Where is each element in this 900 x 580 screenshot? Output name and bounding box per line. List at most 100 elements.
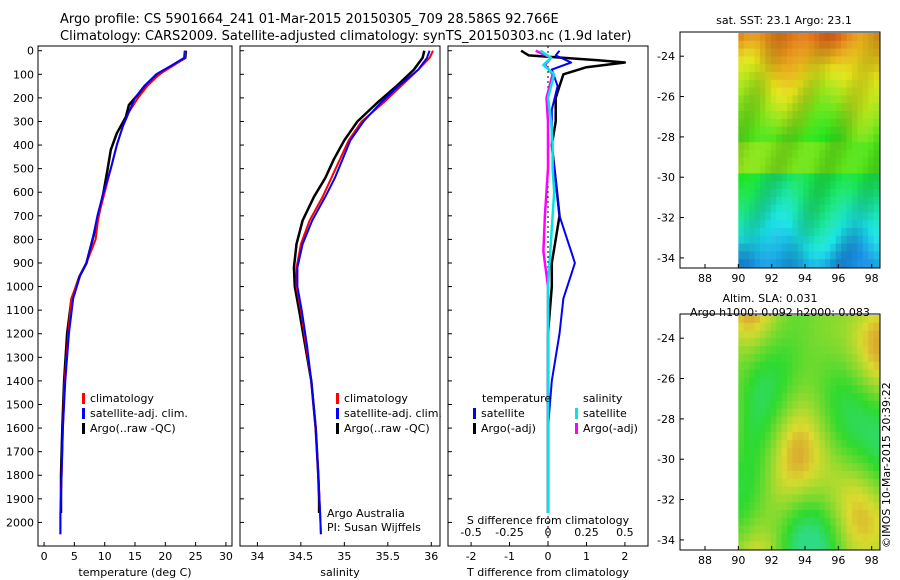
map-cell xyxy=(754,111,761,120)
map-cell xyxy=(873,338,880,347)
map-cell xyxy=(743,196,750,206)
map-cell xyxy=(765,330,772,339)
map-cell xyxy=(868,251,875,260)
x-tick-label: 10 xyxy=(98,550,112,563)
map-cell xyxy=(797,369,804,378)
map-cell xyxy=(873,315,880,324)
map-cell xyxy=(781,541,788,550)
map-cell xyxy=(824,393,831,402)
map-cell xyxy=(738,361,745,371)
map-cell xyxy=(743,361,750,371)
map-cell xyxy=(846,338,853,347)
map-cell xyxy=(830,64,837,73)
map-cell xyxy=(803,330,810,339)
map-cell xyxy=(819,40,826,50)
map-cell xyxy=(873,72,880,81)
map-cell xyxy=(830,408,837,417)
map-cell xyxy=(743,204,750,213)
map-cell xyxy=(862,40,869,50)
map-cell xyxy=(814,322,821,332)
map-cell xyxy=(803,64,810,73)
map-cell xyxy=(857,111,864,120)
map-cell xyxy=(738,48,745,57)
map-cell xyxy=(868,393,875,402)
map-cell xyxy=(765,525,772,534)
map-cell xyxy=(754,33,761,42)
map-cell xyxy=(781,118,788,128)
map-cell xyxy=(803,338,810,347)
map-cell xyxy=(851,235,858,245)
map-cell xyxy=(835,400,842,410)
map-cell xyxy=(862,385,869,394)
map-cell xyxy=(851,72,858,81)
map-cell xyxy=(841,220,848,229)
map-cell xyxy=(868,494,875,503)
map-cell xyxy=(857,400,864,410)
map-cell xyxy=(835,486,842,495)
map-cell xyxy=(803,432,810,441)
map-cell xyxy=(797,150,804,159)
map-cell xyxy=(835,330,842,339)
map-cell xyxy=(759,64,766,73)
map-cell xyxy=(754,165,761,174)
map-cell xyxy=(846,196,853,206)
map-cell xyxy=(781,87,788,96)
map-cell xyxy=(808,204,815,213)
map-cell xyxy=(754,330,761,339)
map-cell xyxy=(814,173,821,182)
map-cell xyxy=(797,486,804,495)
map-1-frame xyxy=(679,313,881,551)
s-diff-tick-label: -0.25 xyxy=(495,526,523,539)
map-cell xyxy=(841,150,848,159)
map-cell xyxy=(803,346,810,355)
map-cell xyxy=(873,259,880,268)
map-cell xyxy=(814,361,821,371)
map-cell xyxy=(846,118,853,128)
map-cell xyxy=(743,463,750,472)
map-cell xyxy=(738,330,745,339)
argo-temperature-diff-line xyxy=(520,49,627,513)
map-cell xyxy=(797,338,804,347)
map-cell xyxy=(759,150,766,159)
map-cell xyxy=(787,165,794,174)
map-cell xyxy=(781,377,788,386)
map-cell xyxy=(873,408,880,417)
map-cell xyxy=(814,79,821,89)
map-cell xyxy=(835,56,842,65)
map-cell xyxy=(765,126,772,135)
map-cell xyxy=(846,40,853,50)
map-cell xyxy=(781,142,788,151)
map-cell xyxy=(824,416,831,425)
map-cell xyxy=(754,455,761,464)
map-cell xyxy=(846,111,853,120)
map-cell xyxy=(846,220,853,229)
map-cell xyxy=(808,486,815,495)
map-cell xyxy=(868,87,875,96)
map-cell xyxy=(830,251,837,260)
map-cell xyxy=(862,517,869,527)
map-cell xyxy=(765,354,772,363)
map-cell xyxy=(754,150,761,159)
map-cell xyxy=(803,315,810,324)
s-diff-axis-label: S difference from climatology xyxy=(467,514,630,527)
map-cell xyxy=(787,494,794,503)
map-cell xyxy=(814,502,821,511)
map-cell xyxy=(873,251,880,260)
map-cell xyxy=(857,432,864,441)
map-cell xyxy=(765,150,772,159)
map-cell xyxy=(808,393,815,402)
map-cell xyxy=(749,181,756,190)
map-cell xyxy=(846,432,853,441)
map-cell xyxy=(754,134,761,143)
map-cell xyxy=(803,502,810,511)
map-cell xyxy=(851,103,858,112)
map-cell xyxy=(749,400,756,410)
map-cell xyxy=(803,243,810,252)
map-cell xyxy=(851,416,858,425)
map-cell xyxy=(765,48,772,57)
map-cell xyxy=(846,541,853,550)
map-cell xyxy=(862,228,869,237)
map-cell xyxy=(759,471,766,480)
map-cell xyxy=(873,416,880,425)
map-cell xyxy=(814,439,821,449)
